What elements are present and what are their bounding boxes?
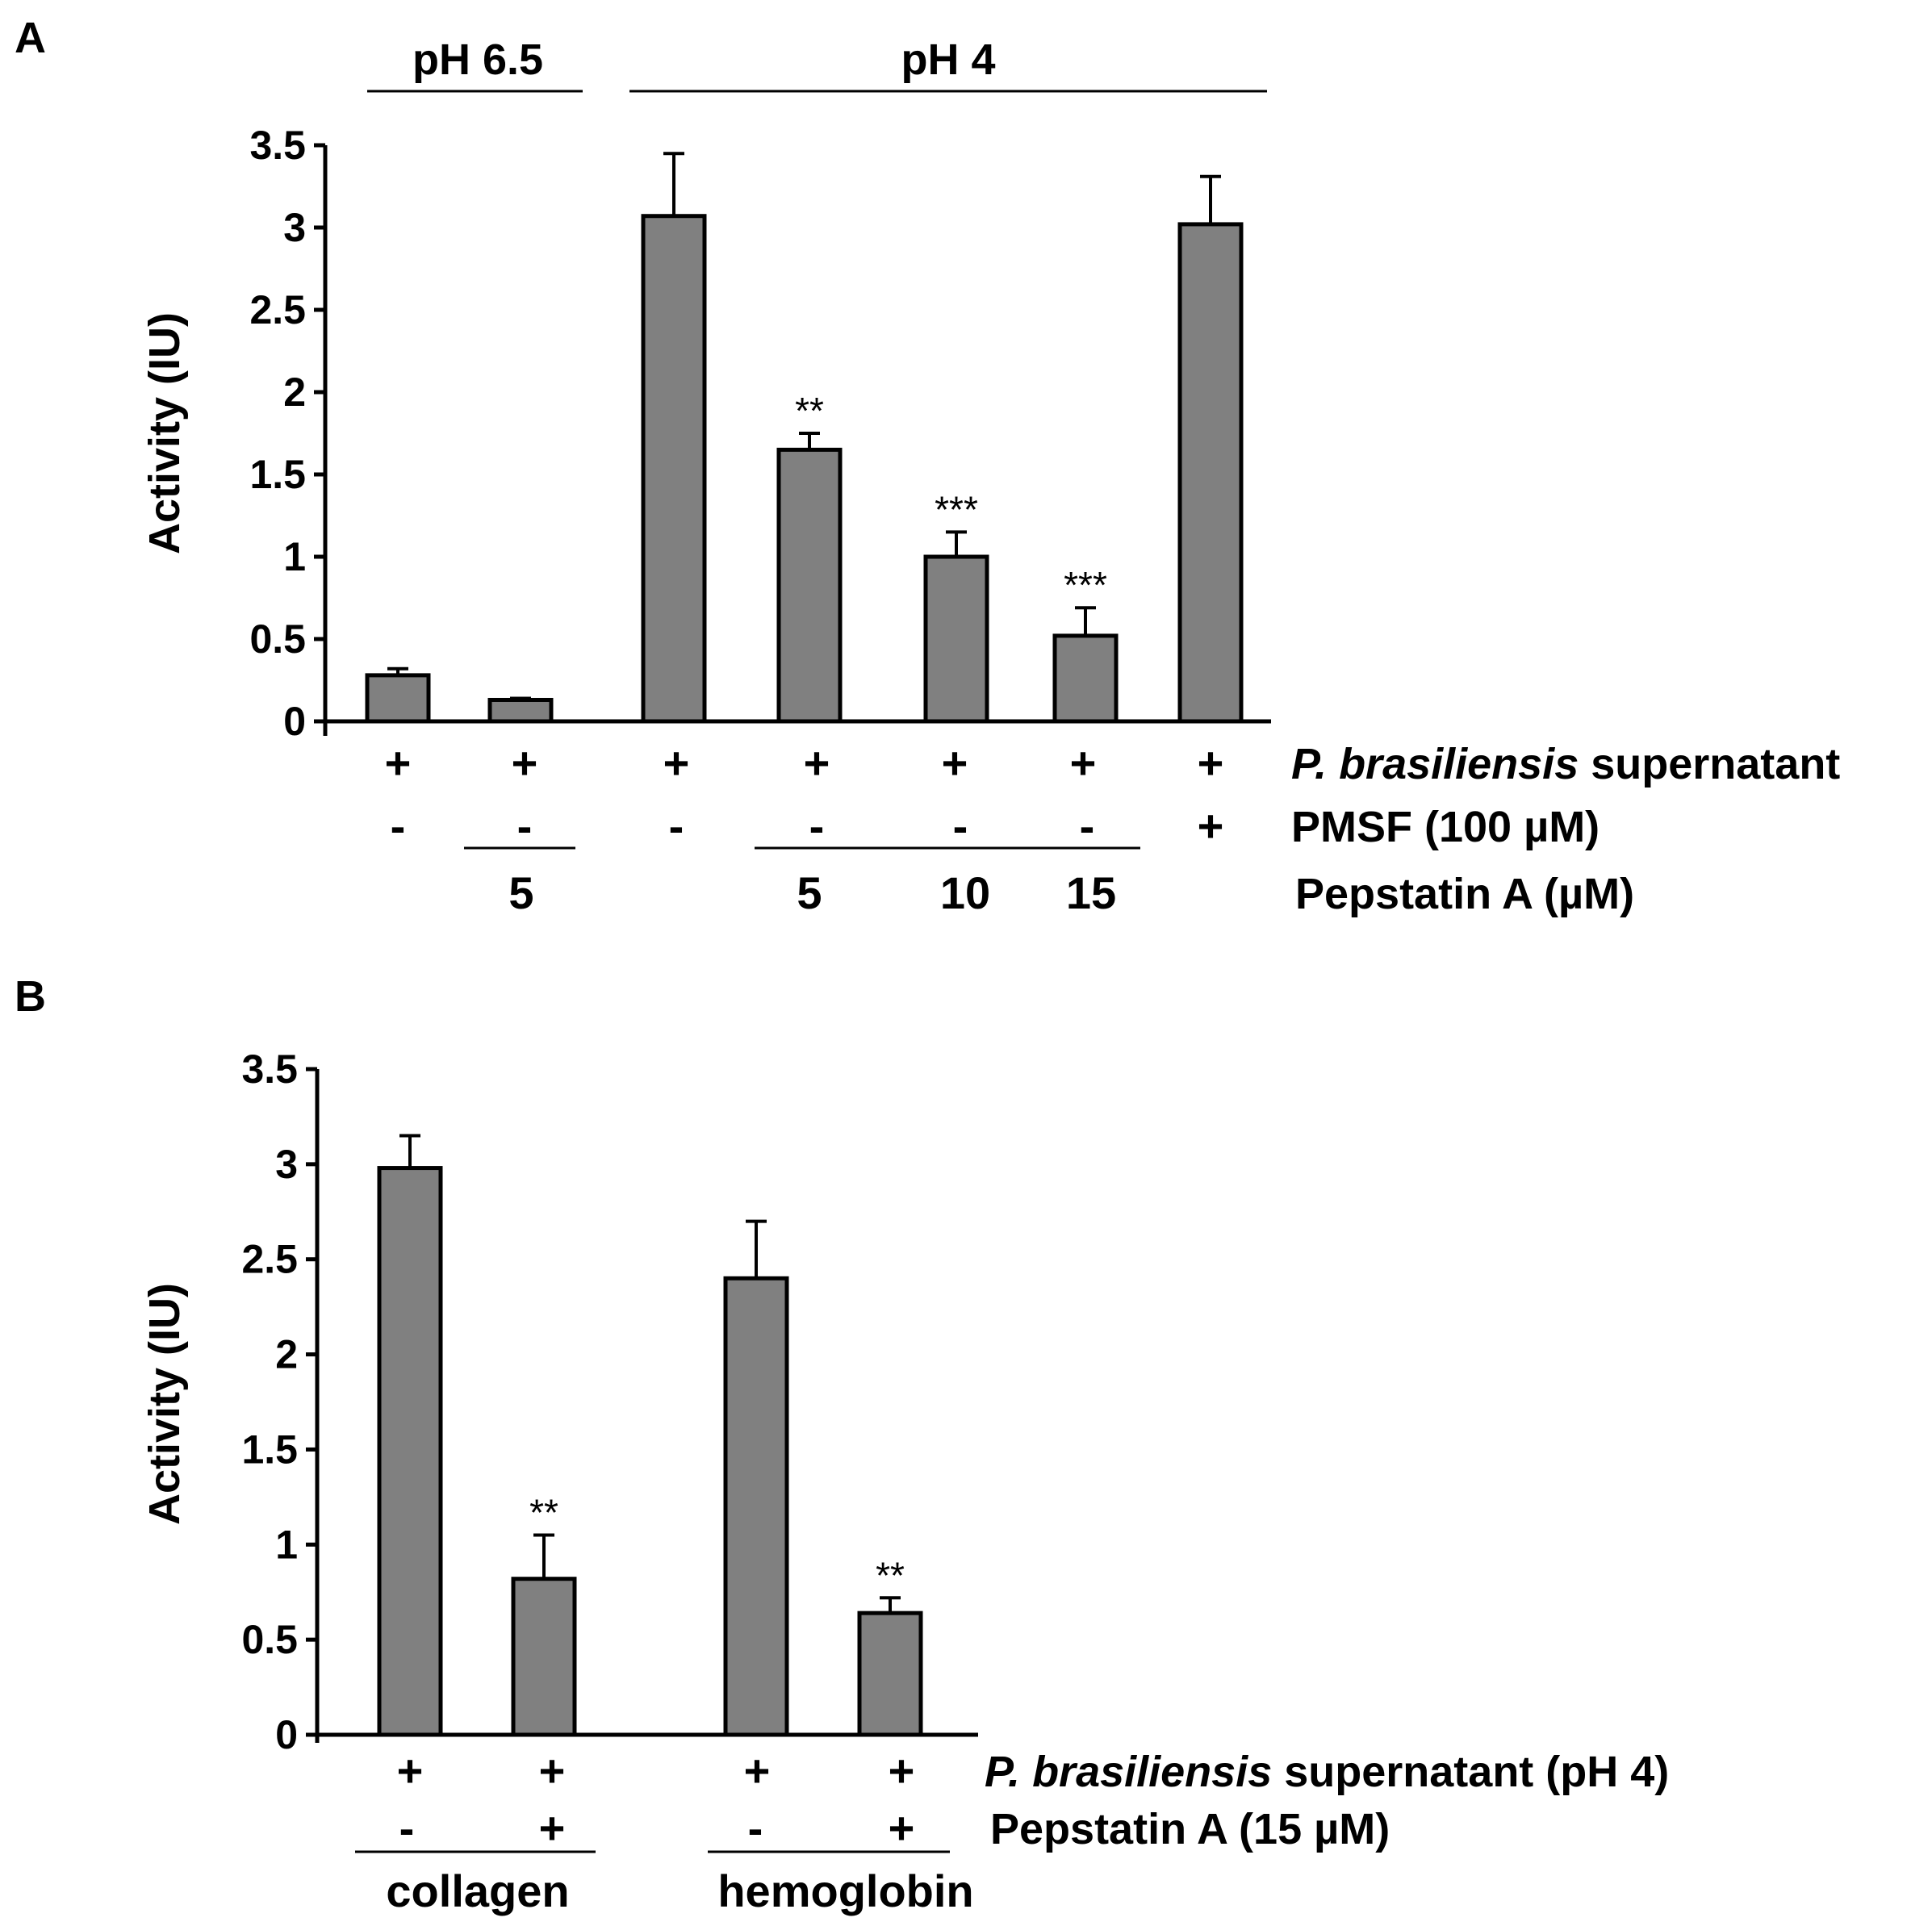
group-label-ph65: pH 6.5 [412,36,543,84]
y-tick-label: 3 [283,205,306,250]
condition-value: + [1198,737,1224,788]
bar [776,447,843,724]
y-tick-label: 0.5 [249,616,306,662]
bar [1177,222,1244,724]
panel-b-letter: B [15,972,46,1021]
y-tick-label: 2 [275,1332,298,1377]
condition-value: 5 [508,867,533,918]
bar [723,1276,789,1737]
row-label-pmsf: PMSF (100 µM) [1291,803,1600,851]
condition-value: - [669,800,684,851]
bar [377,1166,443,1737]
condition-value: + [1198,800,1224,851]
condition-value: - [748,1803,763,1853]
condition-value: + [942,737,968,788]
condition-value: 10 [940,867,990,918]
bar [641,214,707,724]
y-tick-label: 0 [283,699,306,744]
bar [1052,633,1119,724]
condition-value: + [889,1803,915,1853]
y-tick-label: 2.5 [241,1237,298,1282]
row-label-pepstatin-b: Pepstatin A (15 µM) [990,1805,1390,1853]
condition-value: + [539,1803,566,1853]
condition-value: + [1070,737,1097,788]
y-tick-label: 2.5 [249,287,306,332]
row-label-supernatant-b: P. brasiliensis supernatant (pH 4) [985,1748,1669,1796]
condition-value: + [385,737,412,788]
y-tick-label: 3 [275,1142,298,1187]
condition-value: - [809,800,825,851]
condition-value: + [744,1745,771,1796]
bar [487,697,554,724]
condition-value: + [804,737,830,788]
y-tick-label: 3.5 [249,123,306,168]
group-label-ph4: pH 4 [901,36,995,84]
chart-b: 0 0.5 1 1.5 2 2.5 3 3.5 Activity (IU) ** ** + + + +… [140,1047,1669,1916]
condition-value: + [663,737,690,788]
y-axis-label-b: Activity (IU) [140,1283,189,1525]
condition-value: - [1080,800,1095,851]
condition-value: + [539,1745,566,1796]
condition-value: - [517,800,533,851]
significance-marker: *** [935,488,978,530]
y-tick-label: 2 [283,370,306,415]
chart-a: pH 6.5 pH 4 0 0.5 1 1.5 2 2.5 3 3.5 Activity (I… [140,36,1840,918]
group-label-hemoglobin: hemoglobin [717,1865,973,1916]
significance-marker: ** [529,1492,558,1534]
group-label-collagen: collagen [386,1865,569,1916]
condition-value: - [399,1803,415,1853]
significance-marker: ** [795,390,824,432]
condition-value: - [953,800,968,851]
bar [923,554,989,724]
bar [365,673,431,724]
y-tick-label: 1 [275,1522,298,1567]
bar [857,1611,923,1737]
condition-value: + [512,737,538,788]
y-tick-label: 0 [275,1712,298,1757]
bar [511,1577,577,1737]
y-tick-label: 1.5 [241,1427,298,1472]
y-tick-label: 1 [283,534,306,579]
significance-marker: *** [1064,564,1107,606]
panel-a-letter: A [15,14,46,62]
y-tick-label: 1.5 [249,452,306,497]
significance-marker: ** [876,1554,905,1596]
y-tick-label: 0.5 [241,1617,298,1662]
row-label-supernatant-a: P. brasiliensis supernatant [1291,740,1840,788]
row-label-pepstatin-a: Pepstatin A (µM) [1295,870,1634,918]
condition-value: 15 [1066,867,1116,918]
y-axis-label-a: Activity (IU) [140,312,189,554]
condition-value: 5 [797,867,822,918]
condition-value: - [391,800,406,851]
condition-value: + [397,1745,424,1796]
condition-value: + [889,1745,915,1796]
y-tick-label: 3.5 [241,1047,298,1092]
